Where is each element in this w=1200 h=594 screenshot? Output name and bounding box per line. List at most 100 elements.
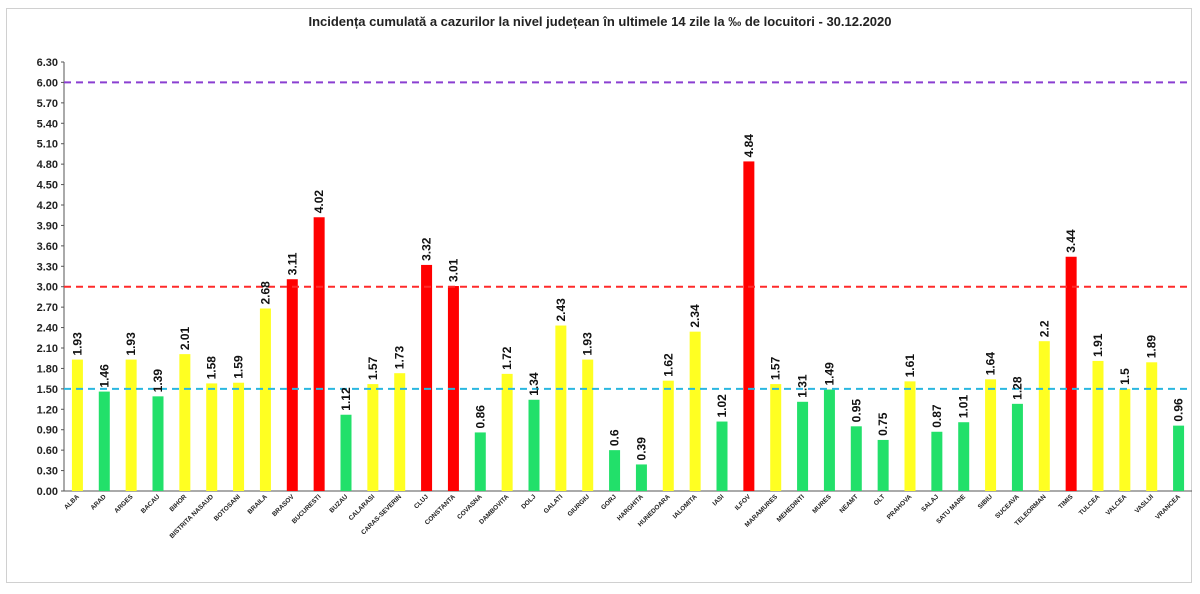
x-tick-label: IALOMITA <box>672 493 699 520</box>
x-tick-label: BOTOSANI <box>213 493 242 522</box>
bar <box>206 383 218 491</box>
data-label: 1.58 <box>205 356 219 380</box>
data-label: 0.86 <box>473 405 487 429</box>
y-tick-label: 0.90 <box>37 425 58 437</box>
x-tick-label: NEAMT <box>838 493 859 514</box>
data-label: 1.72 <box>500 346 514 370</box>
bars <box>71 161 1185 491</box>
y-tick-label: 0.60 <box>37 445 58 457</box>
bar <box>1092 360 1104 491</box>
x-tick-label: MEHEDINTI <box>776 493 806 523</box>
x-tick-label: IASI <box>712 493 726 507</box>
bar <box>931 431 943 491</box>
x-tick-label: ARGES <box>113 493 135 515</box>
y-tick-label: 5.70 <box>37 98 58 110</box>
data-label: 1.93 <box>581 332 595 356</box>
y-tick-label: 2.70 <box>37 302 58 314</box>
data-label: 1.01 <box>957 395 971 419</box>
data-label: 1.57 <box>769 356 783 380</box>
y-tick-label: 6.30 <box>37 57 58 69</box>
data-label: 4.84 <box>742 134 756 158</box>
bar <box>770 384 782 491</box>
data-labels: 1.93 1.46 1.93 1.39 2.01 1.58 1.59 2.68 3.11 4.02… <box>70 134 1185 461</box>
data-label: 1.73 <box>393 346 407 370</box>
x-tick-label: ILFOV <box>734 493 753 512</box>
data-label: 3.11 <box>285 252 299 275</box>
x-tick-label: VALCEA <box>1105 493 1129 517</box>
threshold-lines <box>64 81 1192 390</box>
data-label: 1.28 <box>1010 376 1024 400</box>
x-tick-label: SIBIU <box>977 493 994 510</box>
data-label: 1.46 <box>97 364 111 388</box>
bar <box>394 373 406 491</box>
data-label: 1.39 <box>151 369 165 393</box>
x-tick-label: BACAU <box>140 493 162 515</box>
data-label: 3.01 <box>446 258 460 282</box>
y-tick-label: 4.50 <box>37 180 58 192</box>
x-tick-label: TULCEA <box>1078 493 1102 517</box>
y-tick-label: 5.10 <box>37 139 58 151</box>
bar <box>743 161 755 491</box>
x-tick-label: GORJ <box>600 493 618 511</box>
bar <box>823 389 835 491</box>
y-tick-label: 3.90 <box>37 220 58 232</box>
data-label: 1.31 <box>796 374 810 398</box>
data-label: 1.62 <box>661 353 675 377</box>
x-tick-label: PRAHOVA <box>886 493 914 521</box>
data-label: 2.68 <box>258 281 272 305</box>
data-label: 1.57 <box>366 356 380 380</box>
x-tick-label: DOLJ <box>520 493 537 510</box>
x-tick-label: SALAJ <box>920 493 940 513</box>
data-label: 1.64 <box>984 352 998 376</box>
bar <box>635 464 647 491</box>
data-label: 1.34 <box>527 372 541 396</box>
x-tick-label: BIHOR <box>169 493 189 513</box>
y-tick-label: 4.80 <box>37 159 58 171</box>
bar <box>582 359 594 491</box>
bar <box>313 217 325 491</box>
x-tick-label: VRANCEA <box>1154 493 1182 521</box>
x-tick-label: COVASNA <box>456 493 484 521</box>
bar <box>179 354 191 491</box>
data-label: 1.59 <box>232 355 246 379</box>
data-label: 1.02 <box>715 394 729 418</box>
y-tick-label: 1.80 <box>37 363 58 375</box>
y-tick-labels: 0.00 0.30 0.60 0.90 1.20 1.50 1.80 2.10 2.40 2.70… <box>37 57 58 498</box>
data-label: 1.91 <box>1091 333 1105 357</box>
data-label: 1.93 <box>70 332 84 356</box>
bar <box>1065 256 1077 491</box>
data-label: 3.44 <box>1064 229 1078 253</box>
data-label: 1.61 <box>903 354 917 378</box>
bar <box>689 331 701 491</box>
data-label: 1.93 <box>124 332 138 356</box>
data-label: 3.32 <box>420 237 434 261</box>
y-tick-label: 1.20 <box>37 404 58 416</box>
data-label: 0.87 <box>930 404 944 428</box>
bar <box>340 414 352 491</box>
y-tick-label: 3.00 <box>37 282 58 294</box>
y-tick-label: 2.40 <box>37 323 58 335</box>
data-label: 2.01 <box>178 326 192 350</box>
y-tick-label: 3.30 <box>37 261 58 273</box>
x-tick-label: CLUJ <box>413 493 430 510</box>
x-tick-label: HARGHITA <box>616 493 645 522</box>
bar <box>152 396 164 491</box>
bar <box>904 381 916 491</box>
bar <box>528 399 540 491</box>
bar <box>233 382 245 491</box>
x-tick-label: OLT <box>873 493 887 507</box>
bar <box>421 264 433 491</box>
bar <box>958 422 970 491</box>
data-label: 0.96 <box>1172 398 1186 422</box>
y-tick-label: 1.50 <box>37 384 58 396</box>
bar <box>1146 362 1158 491</box>
bar <box>367 384 379 491</box>
data-label: 1.49 <box>822 362 836 386</box>
bar <box>877 439 889 491</box>
bar <box>555 325 567 491</box>
bar <box>662 380 674 491</box>
y-tick-label: 2.10 <box>37 343 58 355</box>
data-label: 1.89 <box>1145 335 1159 359</box>
